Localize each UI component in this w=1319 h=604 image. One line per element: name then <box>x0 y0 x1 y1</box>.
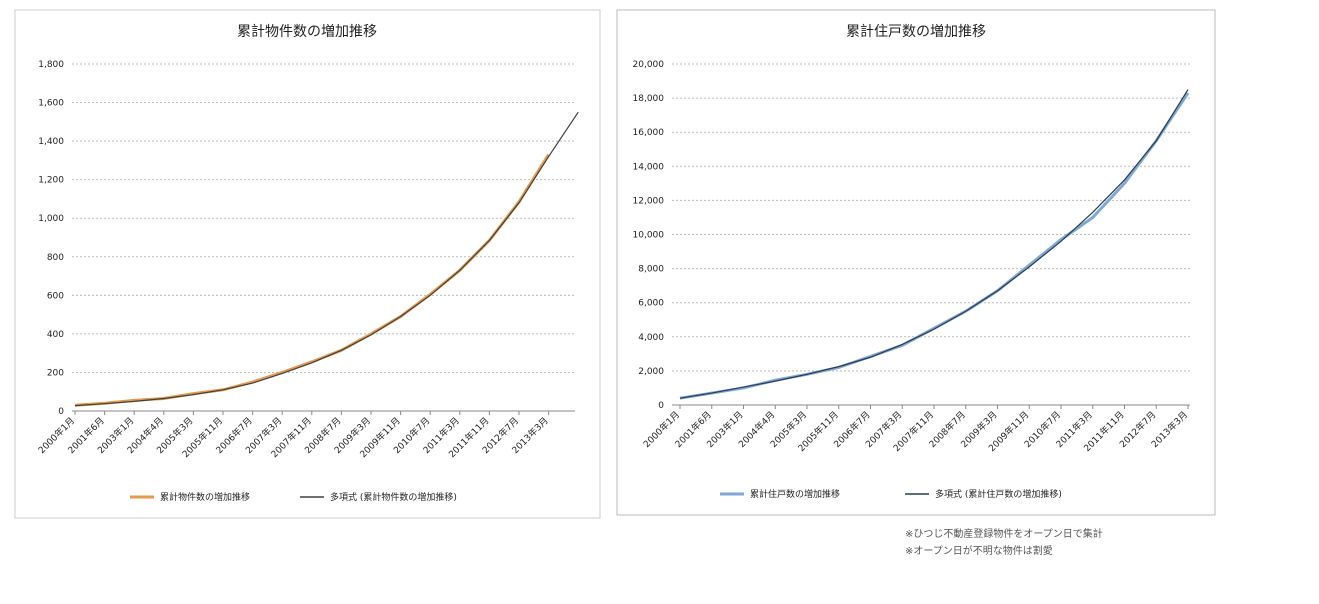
y-tick-label: 600 <box>47 291 64 301</box>
chart-title: 累計住戸数の増加推移 <box>846 24 986 40</box>
y-tick-label: 20,000 <box>633 60 665 70</box>
y-tick-label: 0 <box>658 401 664 411</box>
y-tick-label: 1,200 <box>38 176 64 186</box>
y-tick-label: 16,000 <box>633 128 665 138</box>
y-tick-label: 10,000 <box>633 231 665 241</box>
legend-label: 多項式 (累計物件数の増加推移) <box>330 491 457 503</box>
note: ※ひつじ不動産登録物件をオープン日で集計 <box>905 527 1103 540</box>
y-tick-label: 14,000 <box>633 162 665 172</box>
chart-frame <box>616 9 1216 516</box>
series-line <box>679 89 1189 399</box>
y-tick-label: 8,000 <box>638 265 664 275</box>
y-tick-label: 200 <box>47 368 64 378</box>
y-tick-label: 12,000 <box>633 196 665 206</box>
y-tick-label: 18,000 <box>633 94 665 104</box>
note: ※オープン日が不明な物件は割愛 <box>905 544 1053 557</box>
y-tick-label: 1,800 <box>38 60 64 70</box>
legend-label: 累計住戸数の増加推移 <box>750 488 840 500</box>
y-tick-label: 6,000 <box>638 299 664 309</box>
chart-title: 累計物件数の増加推移 <box>237 24 377 40</box>
y-tick-label: 800 <box>47 253 64 263</box>
y-tick-label: 1,600 <box>38 99 64 109</box>
y-tick-label: 1,000 <box>38 214 64 224</box>
chart-frame <box>14 9 601 519</box>
series-line <box>74 111 579 407</box>
y-tick-label: 4,000 <box>638 333 664 343</box>
y-tick-label: 400 <box>47 330 64 340</box>
legend-label: 累計物件数の増加推移 <box>160 491 250 503</box>
y-tick-label: 1,400 <box>38 137 64 147</box>
y-tick-label: 2,000 <box>638 367 664 377</box>
legend-label: 多項式 (累計住戸数の増加推移) <box>935 488 1062 500</box>
y-tick-label: 0 <box>58 407 64 417</box>
